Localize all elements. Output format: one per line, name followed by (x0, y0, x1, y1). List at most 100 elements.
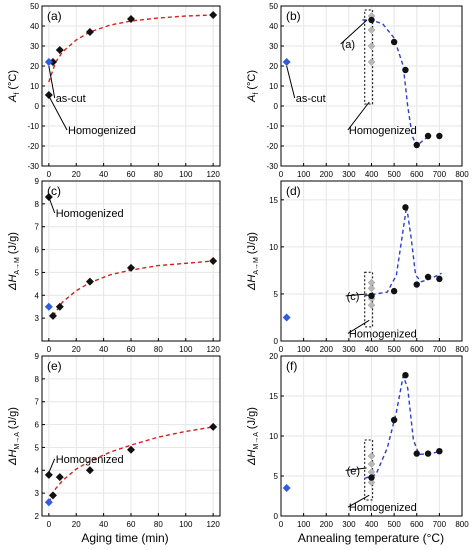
y-tick-label: 30 (269, 42, 278, 51)
grey-data-point (367, 284, 376, 293)
x-tick-label: 120 (206, 170, 220, 179)
x-tick-label: 100 (179, 345, 193, 354)
grey-data-point (367, 26, 376, 34)
y-tick-label: 9 (35, 352, 40, 361)
as-cut-data-point (282, 58, 291, 66)
data-point (85, 466, 94, 475)
data-point (44, 470, 53, 479)
panel-label: (b) (286, 9, 301, 23)
y-tick-label: -10 (27, 122, 39, 131)
fit-curve (48, 426, 214, 503)
y-tick-label: 50 (30, 2, 39, 11)
x-tick-label: 300 (342, 345, 356, 354)
y-tick-label: 8 (35, 200, 40, 209)
y-tick-label: -20 (27, 142, 39, 151)
data-point (413, 450, 420, 457)
as-cut-data-point (44, 302, 53, 311)
x-tick-label: 20 (72, 345, 81, 354)
data-point (127, 263, 135, 272)
y-tick-label: 0 (274, 337, 279, 346)
y-tick-label: 20 (269, 62, 278, 71)
x-tick-label: 400 (365, 170, 379, 179)
data-point (436, 448, 443, 455)
x-tick-label: 120 (206, 520, 220, 529)
x-axis-label-right: Annealing temperature (°C) (298, 531, 444, 545)
data-point (390, 287, 398, 295)
y-tick-label: 5 (35, 443, 40, 452)
data-point (390, 416, 398, 424)
annotation-label: (e) (347, 465, 360, 477)
grey-data-point (367, 42, 376, 50)
x-tick-label: 40 (99, 520, 108, 529)
y-tick-label: 30 (30, 42, 39, 51)
chart-panel-6: 0 100 200 300 400 500 600 700 800 0 5 10 15 20 ΔHM→A (… (246, 352, 469, 529)
x-tick-label: 700 (433, 520, 447, 529)
y-tick-label: 15 (269, 196, 278, 205)
x-tick-label: 200 (320, 170, 334, 179)
panel-label: (d) (286, 184, 301, 198)
grey-data-point (367, 301, 376, 310)
y-axis-label: ΔHM→A (J/g) (7, 407, 21, 466)
y-axis-label: ΔHA→M (J/g) (246, 232, 260, 291)
x-tick-label: 80 (154, 170, 163, 179)
annotation-label: Homogenized (349, 125, 417, 137)
data-point (436, 132, 443, 140)
x-tick-label: 20 (72, 170, 81, 179)
x-tick-label: 0 (47, 345, 52, 354)
y-tick-label: 15 (269, 392, 278, 401)
dashed-highlight-box (364, 9, 374, 105)
y-tick-label: 0 (274, 102, 279, 111)
data-point (424, 132, 432, 140)
fit-curve (48, 14, 214, 83)
grey-data-point (367, 58, 376, 66)
x-tick-label: 60 (127, 170, 136, 179)
chart-panel-1: 0 20 40 60 80 100 120 -30 -20 -10 0 10 20 30 40 50 Af (°… (7, 2, 221, 179)
annotation-label: Homogenized (68, 125, 136, 137)
y-axis-label: ΔHM→A (J/g) (246, 407, 260, 466)
annotation-leader (48, 95, 68, 131)
y-tick-label: 7 (35, 223, 40, 232)
x-tick-label: 0 (279, 170, 284, 179)
y-tick-label: 50 (269, 2, 278, 11)
annotation-leader (347, 319, 370, 334)
data-point (48, 58, 57, 66)
data-point (55, 473, 64, 482)
x-tick-label: 0 (47, 520, 52, 529)
data-point (85, 277, 94, 286)
chart-panel-2: 0 100 200 300 400 500 600 700 800 -30 -20 -10 0 10 20 3… (246, 2, 469, 179)
data-point (413, 141, 420, 149)
panel-label: (e) (47, 359, 62, 373)
annotation-label: as-cut (56, 93, 86, 105)
y-tick-label: 0 (274, 512, 279, 521)
x-tick-label: 300 (342, 170, 356, 179)
y-tick-label: 2 (35, 512, 40, 521)
y-tick-label: 3 (35, 489, 40, 498)
x-tick-label: 100 (297, 520, 311, 529)
data-point (368, 474, 375, 481)
data-point (424, 273, 432, 281)
y-tick-label: 6 (35, 421, 40, 430)
data-point (55, 302, 64, 311)
data-point (368, 16, 375, 24)
x-tick-label: 700 (433, 170, 447, 179)
grey-data-point (367, 478, 376, 487)
as-cut-data-point (44, 58, 53, 66)
y-axis-label: ΔHA→M (J/g) (7, 232, 21, 291)
y-tick-label: 40 (269, 22, 278, 31)
x-tick-label: 0 (279, 520, 284, 529)
x-tick-label: 600 (410, 345, 424, 354)
data-point (390, 38, 398, 46)
x-tick-label: 80 (154, 345, 163, 354)
y-tick-label: 10 (269, 82, 278, 91)
data-point (209, 11, 218, 19)
y-tick-label: 5 (274, 472, 279, 481)
y-tick-label: 40 (30, 22, 39, 31)
x-tick-label: 100 (297, 170, 311, 179)
data-point (424, 450, 432, 457)
y-tick-label: 6 (35, 246, 40, 255)
y-tick-label: 4 (35, 466, 40, 475)
annotation-leader (286, 65, 296, 99)
y-tick-label: 5 (35, 268, 40, 277)
x-tick-label: 120 (206, 345, 220, 354)
y-tick-label: 4 (35, 291, 40, 300)
